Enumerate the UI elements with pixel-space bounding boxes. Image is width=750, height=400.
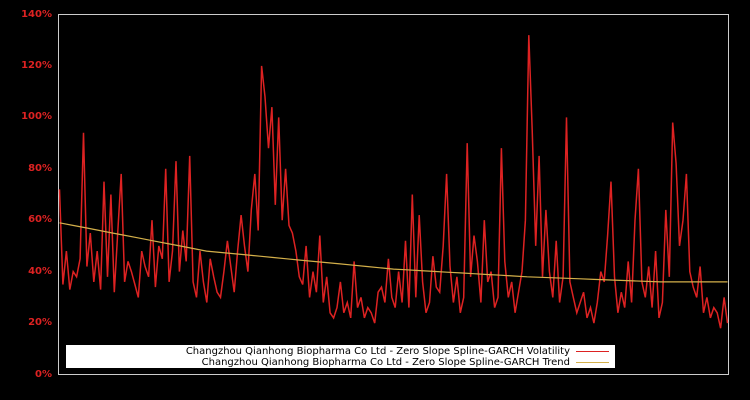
y-tick-label: 80% [28, 162, 52, 174]
legend-label-trend: Changzhou Qianhong Biopharma Co Ltd - Ze… [201, 357, 570, 368]
y-tick-label: 40% [28, 265, 52, 277]
y-tick-label: 140% [21, 8, 52, 20]
y-tick-label: 20% [28, 317, 52, 329]
y-tick-label: 0% [35, 368, 52, 380]
legend-item-trend: Changzhou Qianhong Biopharma Co Ltd - Ze… [202, 357, 609, 368]
legend-swatch-trend [576, 362, 609, 363]
legend: Changzhou Qianhong Biopharma Co Ltd - Ze… [66, 345, 615, 368]
trend-series-line [59, 222, 728, 283]
plot-frame [58, 14, 729, 375]
y-tick-label: 120% [21, 59, 52, 71]
legend-item-volatility: Changzhou Qianhong Biopharma Co Ltd - Ze… [186, 346, 609, 357]
legend-label-volatility: Changzhou Qianhong Biopharma Co Ltd - Ze… [185, 346, 570, 357]
y-tick-label: 60% [28, 214, 52, 226]
legend-swatch-volatility [576, 351, 609, 352]
y-tick-label: 100% [21, 111, 52, 123]
volatility-series-line [58, 35, 729, 329]
